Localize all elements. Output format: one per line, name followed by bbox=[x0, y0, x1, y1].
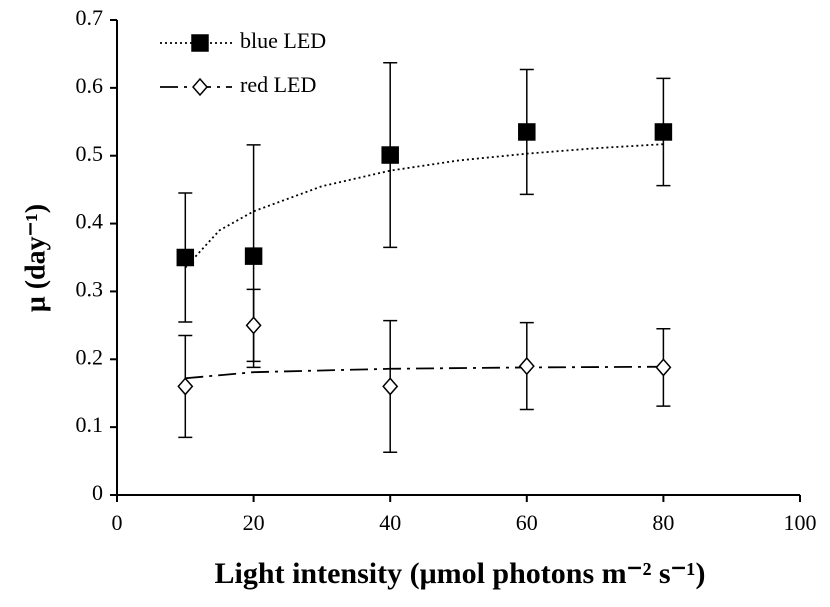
y-tick-label: 0.6 bbox=[76, 73, 104, 98]
y-tick-label: 0.3 bbox=[76, 276, 104, 301]
legend-marker bbox=[191, 34, 209, 52]
x-tick-label: 80 bbox=[652, 510, 674, 535]
y-tick-label: 0.2 bbox=[76, 344, 104, 369]
x-tick-label: 60 bbox=[516, 510, 538, 535]
legend-label: red LED bbox=[240, 72, 316, 97]
legend-marker bbox=[192, 77, 208, 97]
point bbox=[518, 356, 535, 376]
point bbox=[518, 123, 536, 141]
y-tick-label: 0.1 bbox=[76, 412, 104, 437]
x-tick-label: 40 bbox=[379, 510, 401, 535]
x-axis-label: Light intensity (μmol photons m⁻² s⁻¹) bbox=[215, 557, 706, 590]
point bbox=[381, 146, 399, 164]
trend-line bbox=[185, 365, 664, 380]
legend-label: blue LED bbox=[240, 28, 326, 53]
y-tick-label: 0.4 bbox=[76, 209, 104, 234]
trend-line bbox=[184, 143, 664, 269]
point bbox=[245, 316, 262, 335]
x-tick-label: 20 bbox=[243, 510, 265, 535]
point bbox=[176, 248, 195, 267]
point bbox=[655, 358, 672, 377]
point bbox=[244, 247, 263, 265]
x-tick-label: 0 bbox=[112, 510, 123, 535]
point bbox=[177, 377, 194, 396]
point bbox=[654, 123, 673, 141]
y-tick-label: 0.7 bbox=[76, 5, 104, 30]
y-tick-label: 0.5 bbox=[76, 141, 104, 166]
x-tick-label: 100 bbox=[784, 510, 817, 535]
y-axis-label: μ (day⁻¹) bbox=[20, 204, 51, 312]
point bbox=[382, 377, 399, 396]
y-tick-label: 0 bbox=[92, 480, 103, 505]
